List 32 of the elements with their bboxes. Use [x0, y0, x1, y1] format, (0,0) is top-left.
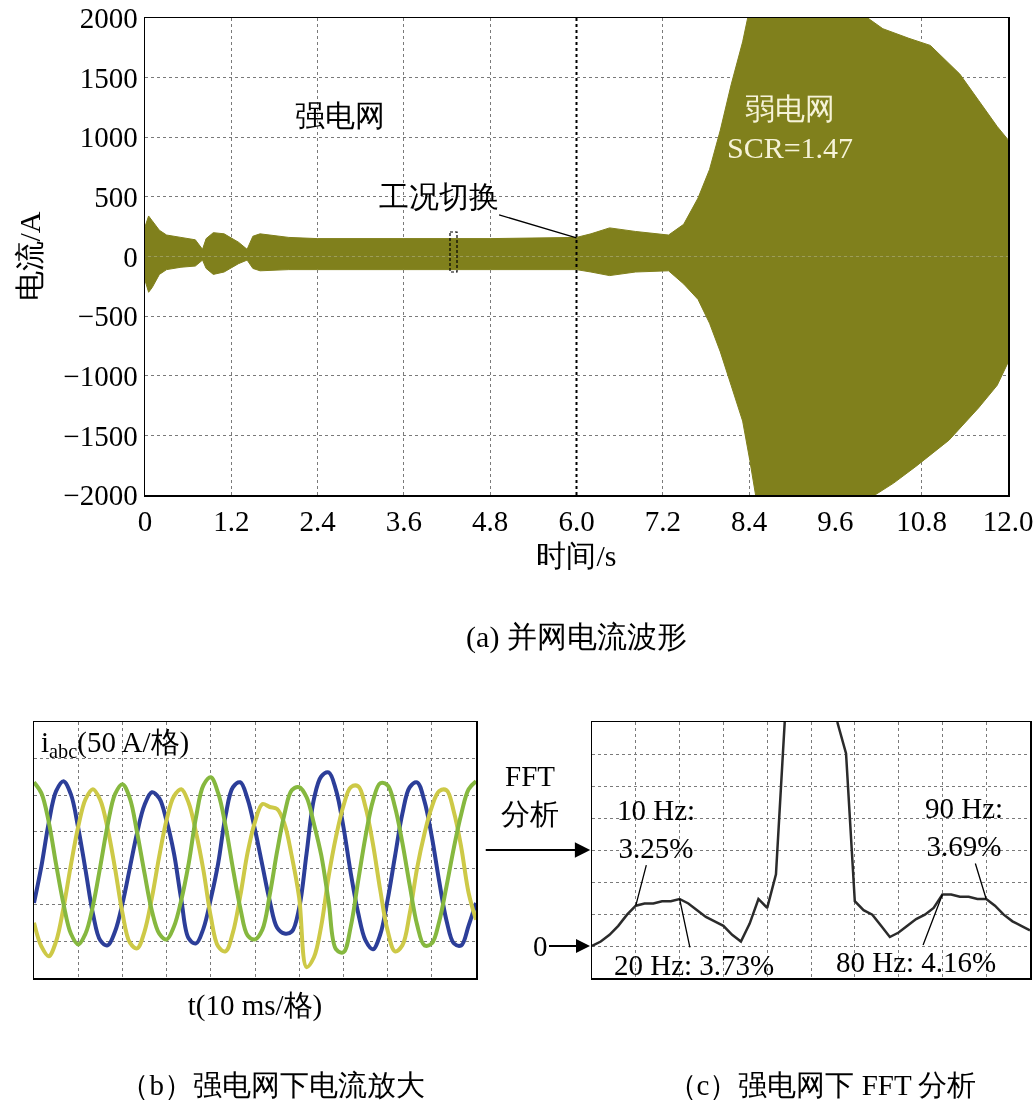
- x-tick-label: 9.6: [817, 505, 854, 538]
- annotation: 强电网: [295, 99, 385, 132]
- y-tick-label: −2000: [63, 479, 138, 512]
- text: 0: [533, 930, 548, 962]
- y-tick-label: 1000: [79, 121, 138, 154]
- annotation: 10 Hz: 3.25%: [617, 794, 696, 864]
- y-tick-label: −500: [77, 300, 138, 333]
- y-tick-label: −1500: [63, 419, 138, 452]
- annotation: 弱电网 SCR=1.47: [727, 92, 854, 164]
- x-axis-title: 时间/s: [536, 538, 617, 572]
- x-tick-label: 2.4: [299, 505, 337, 538]
- x-tick-label: 7.2: [644, 505, 681, 538]
- y-tick-label: 2000: [79, 2, 138, 35]
- y-tick-label: 500: [94, 181, 138, 214]
- annotation: 90 Hz: 3.69%: [925, 792, 1004, 862]
- text: FFT 分析: [501, 760, 559, 830]
- y-tick-label: 0: [123, 240, 138, 273]
- ref-line-label: 工况切换: [379, 180, 499, 213]
- x-tick-label: 8.4: [730, 505, 768, 538]
- y-tick-label: −1000: [63, 359, 138, 392]
- x-tick-label: 4.8: [472, 505, 509, 538]
- x-tick-label: 3.6: [385, 505, 423, 538]
- text: (a) 并网电流波形: [466, 619, 687, 654]
- text: （c）强电网下 FFT 分析: [667, 1069, 977, 1102]
- text: 20 Hz: 3.73%: [614, 949, 775, 981]
- y-axis-title: 电流/A: [12, 211, 46, 302]
- x-tick-label: 10.8: [896, 505, 948, 538]
- annotation: 80 Hz: 4.16%: [836, 946, 997, 978]
- x-tick-label: 12.0: [982, 505, 1034, 538]
- x-tick-label: 6.0: [558, 505, 595, 538]
- x-tick-label: 1.2: [213, 505, 250, 538]
- y-tick-label: 1500: [79, 61, 138, 94]
